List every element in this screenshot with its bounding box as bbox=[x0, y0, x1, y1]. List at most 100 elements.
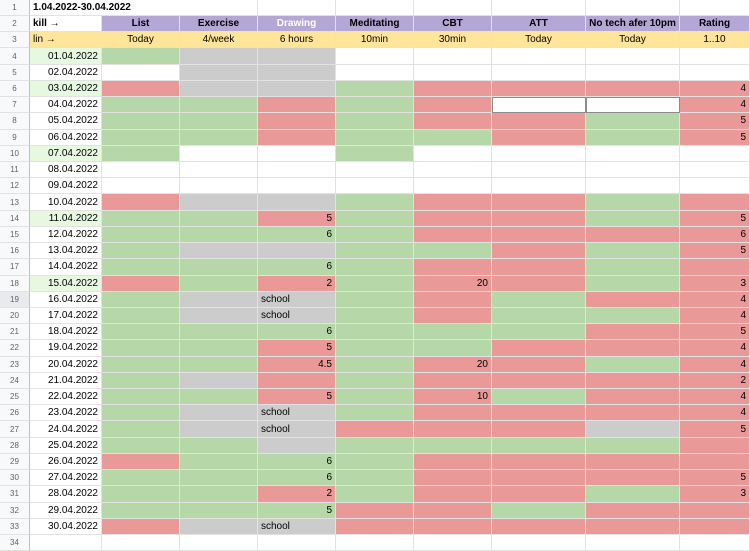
habit-cell[interactable] bbox=[180, 437, 258, 454]
habit-cell[interactable]: 4 bbox=[680, 405, 750, 422]
habit-cell[interactable] bbox=[336, 437, 414, 454]
row-header[interactable]: 26 bbox=[0, 405, 30, 422]
habit-cell[interactable] bbox=[180, 226, 258, 244]
date-cell[interactable]: 04.04.2022 bbox=[30, 97, 102, 114]
habit-cell[interactable] bbox=[180, 194, 258, 211]
row-header[interactable]: 30 bbox=[0, 470, 30, 487]
habit-cell[interactable] bbox=[102, 372, 180, 390]
date-cell[interactable]: 16.04.2022 bbox=[30, 291, 102, 308]
habit-cell[interactable] bbox=[586, 194, 680, 211]
row-header[interactable]: 8 bbox=[0, 113, 30, 130]
row-header[interactable]: 2 bbox=[0, 16, 30, 33]
sheet-cell[interactable] bbox=[336, 535, 414, 551]
habit-cell[interactable] bbox=[586, 64, 680, 81]
habit-cell[interactable] bbox=[680, 453, 750, 471]
habit-cell[interactable] bbox=[586, 129, 680, 146]
habit-cell[interactable] bbox=[414, 502, 492, 519]
habit-cell[interactable] bbox=[180, 275, 258, 292]
habit-cell[interactable] bbox=[680, 161, 750, 179]
habit-cell[interactable] bbox=[102, 243, 180, 260]
sheet-cell[interactable] bbox=[414, 0, 492, 16]
row-header[interactable]: 16 bbox=[0, 243, 30, 260]
header-cell[interactable]: Drawing bbox=[258, 16, 336, 33]
habit-cell[interactable] bbox=[336, 421, 414, 438]
date-cell[interactable]: 26.04.2022 bbox=[30, 453, 102, 471]
habit-cell[interactable] bbox=[336, 226, 414, 244]
habit-cell[interactable] bbox=[414, 129, 492, 146]
header-cell[interactable]: Exercise bbox=[180, 16, 258, 33]
habit-cell[interactable] bbox=[586, 340, 680, 357]
habit-cell[interactable]: 2 bbox=[680, 372, 750, 390]
habit-cell[interactable] bbox=[492, 502, 586, 519]
habit-cell[interactable]: school bbox=[258, 405, 336, 422]
row-header[interactable]: 7 bbox=[0, 97, 30, 114]
habit-cell[interactable] bbox=[336, 324, 414, 341]
habit-cell[interactable] bbox=[180, 389, 258, 406]
row-header[interactable]: 19 bbox=[0, 291, 30, 308]
habit-cell[interactable] bbox=[336, 291, 414, 308]
habit-cell[interactable] bbox=[414, 324, 492, 341]
habit-cell[interactable] bbox=[492, 145, 586, 162]
habit-cell[interactable]: 5 bbox=[680, 113, 750, 130]
row-header[interactable]: 24 bbox=[0, 372, 30, 390]
habit-cell[interactable] bbox=[102, 324, 180, 341]
habit-cell[interactable] bbox=[258, 48, 336, 65]
habit-cell[interactable]: 10 bbox=[414, 389, 492, 406]
habit-cell[interactable] bbox=[586, 502, 680, 519]
habit-cell[interactable] bbox=[258, 194, 336, 211]
habit-cell[interactable] bbox=[180, 518, 258, 535]
date-cell[interactable]: 10.04.2022 bbox=[30, 194, 102, 211]
plan-cell[interactable]: 6 hours bbox=[258, 32, 336, 49]
habit-cell[interactable] bbox=[492, 518, 586, 535]
row-header[interactable]: 6 bbox=[0, 80, 30, 98]
habit-cell[interactable] bbox=[414, 518, 492, 535]
habit-cell[interactable] bbox=[492, 80, 586, 98]
row-header[interactable]: 14 bbox=[0, 210, 30, 227]
row-header[interactable]: 28 bbox=[0, 437, 30, 454]
habit-cell[interactable]: 4 bbox=[680, 80, 750, 98]
habit-cell[interactable]: 5 bbox=[680, 470, 750, 487]
habit-cell[interactable] bbox=[102, 470, 180, 487]
habit-cell[interactable] bbox=[336, 97, 414, 114]
habit-cell[interactable] bbox=[102, 307, 180, 325]
habit-cell[interactable] bbox=[492, 113, 586, 130]
habit-cell[interactable]: 4 bbox=[680, 389, 750, 406]
habit-cell[interactable] bbox=[586, 97, 680, 114]
habit-cell[interactable] bbox=[180, 48, 258, 65]
habit-cell[interactable] bbox=[336, 486, 414, 503]
habit-cell[interactable] bbox=[180, 340, 258, 357]
habit-cell[interactable]: 5 bbox=[258, 389, 336, 406]
habit-cell[interactable] bbox=[180, 502, 258, 519]
habit-cell[interactable] bbox=[258, 113, 336, 130]
habit-cell[interactable] bbox=[336, 470, 414, 487]
habit-cell[interactable] bbox=[180, 145, 258, 162]
habit-cell[interactable] bbox=[586, 372, 680, 390]
habit-cell[interactable] bbox=[492, 178, 586, 195]
row-header[interactable]: 31 bbox=[0, 486, 30, 503]
sheet-cell[interactable] bbox=[492, 0, 586, 16]
sheet-cell[interactable] bbox=[680, 535, 750, 551]
row-header[interactable]: 9 bbox=[0, 129, 30, 146]
date-cell[interactable]: 07.04.2022 bbox=[30, 145, 102, 162]
habit-cell[interactable] bbox=[180, 129, 258, 146]
habit-cell[interactable] bbox=[492, 243, 586, 260]
row-header[interactable]: 27 bbox=[0, 421, 30, 438]
habit-cell[interactable] bbox=[586, 486, 680, 503]
habit-cell[interactable] bbox=[102, 97, 180, 114]
habit-cell[interactable] bbox=[414, 210, 492, 227]
habit-cell[interactable] bbox=[336, 372, 414, 390]
date-cell[interactable]: 06.04.2022 bbox=[30, 129, 102, 146]
habit-cell[interactable] bbox=[102, 518, 180, 535]
row-header[interactable]: 33 bbox=[0, 518, 30, 535]
row-header[interactable]: 1 bbox=[0, 0, 30, 16]
habit-cell[interactable] bbox=[492, 486, 586, 503]
habit-cell[interactable] bbox=[586, 421, 680, 438]
habit-cell[interactable] bbox=[414, 64, 492, 81]
date-cell[interactable]: 11.04.2022 bbox=[30, 210, 102, 227]
row-header[interactable]: 4 bbox=[0, 48, 30, 65]
plan-cell[interactable]: 1..10 bbox=[680, 32, 750, 49]
date-cell[interactable]: 28.04.2022 bbox=[30, 486, 102, 503]
habit-cell[interactable]: school bbox=[258, 291, 336, 308]
habit-cell[interactable] bbox=[414, 453, 492, 471]
habit-cell[interactable] bbox=[102, 80, 180, 98]
